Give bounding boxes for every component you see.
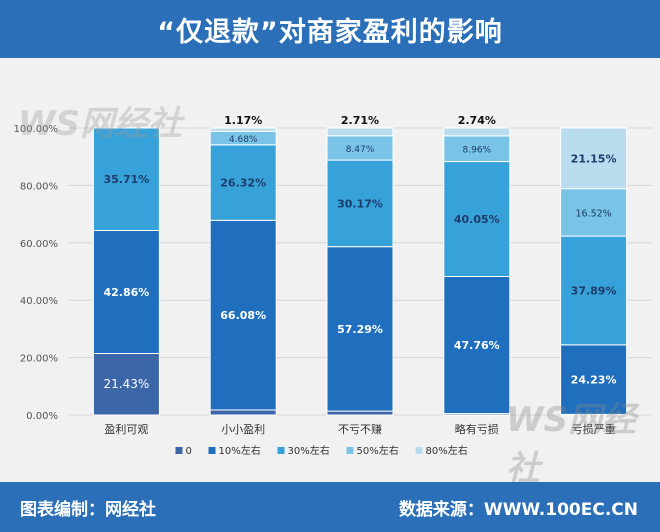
legend-swatch <box>346 447 354 454</box>
y-tick-label: 20.00% <box>20 354 58 365</box>
legend-swatch <box>175 447 183 454</box>
y-tick-label: 100.00% <box>14 124 59 135</box>
y-tick-label: 80.00% <box>20 181 58 192</box>
bar-segment <box>326 246 394 412</box>
data-label: 24.23% <box>571 374 617 387</box>
bar-segment <box>326 127 394 137</box>
bar-segment <box>443 135 511 163</box>
legend-label: 10%左右 <box>219 444 261 457</box>
x-tick-label: 不亏不赚 <box>338 422 382 436</box>
footer-credit: 图表编制：网经社 <box>20 500 156 520</box>
footer-source: 数据来源：WWW.100EC.CN <box>398 500 638 520</box>
x-tick-label: 小小盈利 <box>221 423 265 436</box>
header-bar: “仅退款”对商家盈利的影响 <box>0 0 660 58</box>
data-label: 47.76% <box>454 339 500 352</box>
stacked-bar-chart: 0.00% 20.00% 40.00% 60.00% 80.00% 100.00% 21.4… <box>14 114 652 457</box>
data-label: 30.17% <box>337 197 383 210</box>
bar-segment <box>560 188 628 237</box>
data-label: 42.86% <box>103 286 149 299</box>
bar-segment <box>92 229 160 354</box>
legend-label: 0 <box>186 446 192 457</box>
bar-segment <box>209 127 277 132</box>
legend-swatch <box>277 447 285 454</box>
bar-segment <box>326 135 394 161</box>
data-label: 37.89% <box>571 284 617 297</box>
bar-segment <box>560 235 628 346</box>
x-tick-label: 盈利可观 <box>104 423 148 436</box>
data-label: 21.15% <box>571 152 617 165</box>
x-tick-label: 略有亏损 <box>455 422 499 436</box>
legend-swatch <box>415 447 423 454</box>
y-tick-label: 0.00% <box>26 411 58 422</box>
bar-segment <box>443 275 511 415</box>
data-label: 21.43% <box>104 377 150 391</box>
y-tick-label: 40.00% <box>20 296 58 307</box>
legend-swatch <box>208 447 216 454</box>
data-label: 40.05% <box>454 213 500 226</box>
legend-label: 50%左右 <box>357 444 399 457</box>
chart-area: 0.00% 20.00% 40.00% 60.00% 80.00% 100.00% 21.4… <box>0 58 660 482</box>
data-label: 1.17% <box>224 114 262 127</box>
data-label: 8.47% <box>346 145 375 155</box>
data-label: 26.32% <box>220 177 266 190</box>
data-label: 66.08% <box>220 309 266 322</box>
bar-segment <box>92 352 160 416</box>
bar-segment <box>560 344 628 415</box>
data-label: 57.29% <box>337 323 383 336</box>
bar-segment <box>326 159 394 248</box>
data-label: 8.96% <box>463 146 492 156</box>
data-label: 4.68% <box>229 135 258 145</box>
x-tick-label: 亏损严重 <box>572 422 616 436</box>
legend-label: 80%左右 <box>426 444 468 457</box>
data-label: 16.52% <box>575 208 611 219</box>
data-label: 2.71% <box>341 114 379 127</box>
bar-segment <box>443 161 511 277</box>
footer-bar: 图表编制：网经社 数据来源：WWW.100EC.CN <box>0 482 660 532</box>
chart-title: “仅退款”对商家盈利的影响 <box>157 16 503 48</box>
legend-label: 30%左右 <box>288 444 330 457</box>
y-tick-label: 60.00% <box>20 239 58 250</box>
bar-segment <box>560 127 628 190</box>
data-label: 35.71% <box>103 173 149 186</box>
bar-segment <box>443 127 511 137</box>
data-label: 2.74% <box>458 114 496 127</box>
bar-segment <box>92 127 160 231</box>
